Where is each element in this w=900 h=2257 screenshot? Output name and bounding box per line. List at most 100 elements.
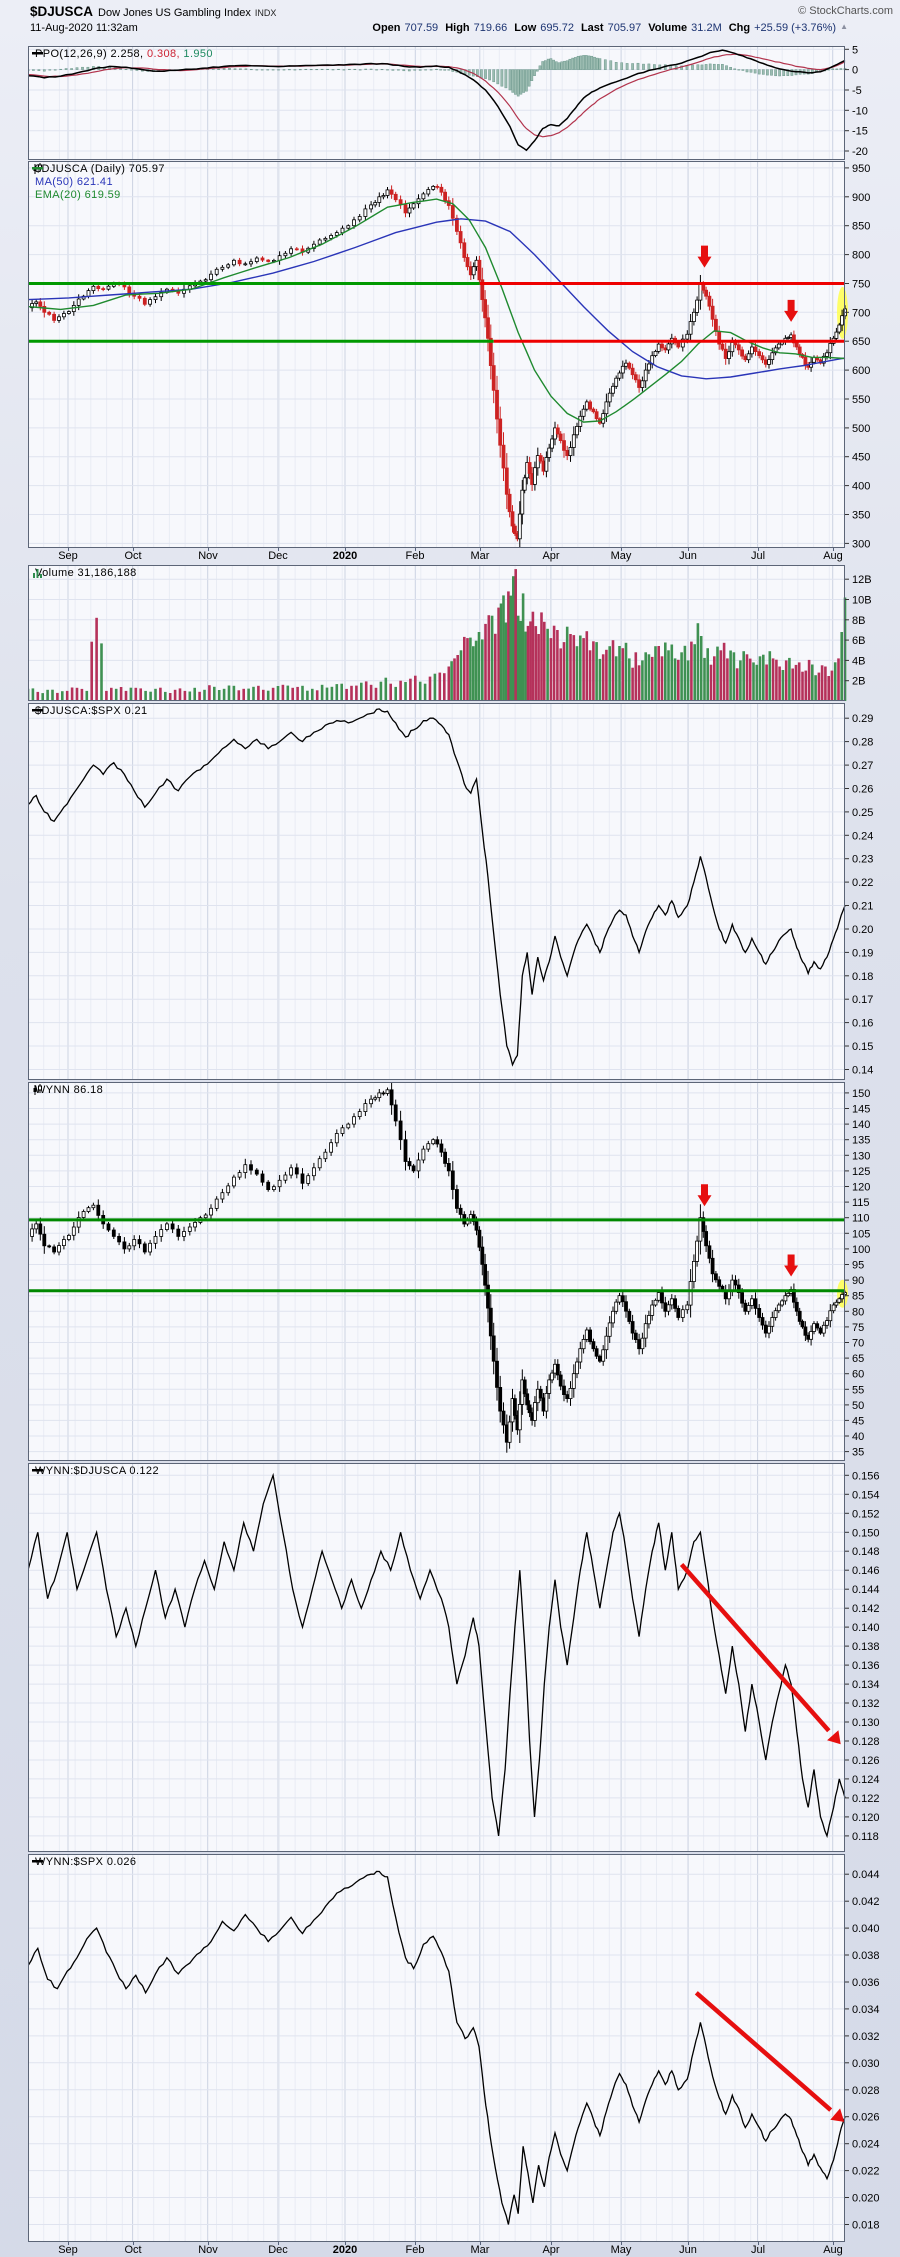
panel-rs1: 0.29 0.28 0.27 0.26 0.25 0.24 0.23 0.22 0.21 0.20… [28,703,894,1080]
quote-value: +25.59 (+3.76%) [754,22,837,34]
ema20-line [28,198,846,423]
y-axis-label: 0.022 [852,2166,880,2178]
legend-row: $DJUSCA:$SPX 0.21 [32,705,148,718]
y-axis-label: 130 [852,1150,870,1162]
y-axis-label: 400 [852,481,870,493]
y-axis-label: 0.042 [852,1896,880,1908]
chart-rs3: 0.044 0.042 0.040 0.038 0.036 0.034 0.032 0.030… [28,1854,880,2242]
month-tick [833,2242,834,2245]
legend-main: $DJUSCA (Daily) 705.97 MA(50) 621.41 EMA(2… [32,163,165,202]
y-axis-label: 140 [852,1119,870,1131]
line-dash-icon [32,1469,43,1472]
watermark: © StockCharts.com [798,5,893,17]
y-axis-label: 0.19 [852,947,873,959]
month-label: Apr [542,2244,560,2256]
line-dash-icon [32,1860,43,1863]
month-tick [480,548,481,551]
legend-text: Volume 31,186,188 [35,567,137,579]
month-label: Nov [198,550,218,562]
chart-main: 950 900 850 800 750 700 650 600 550 500 450 400 350 3… [28,161,870,548]
red-down-arrow [784,1254,799,1277]
y-axis-label: 65 [852,1353,864,1365]
line-dash-icon [32,52,43,55]
y-axis-label: 0.024 [852,2139,880,2151]
y-axis-label: 0.134 [852,1679,880,1691]
y-axis-label: 50 [852,1400,864,1412]
y-axis-label: -10 [852,105,868,117]
y-axis-label: 0.24 [852,830,873,842]
month-label: Jul [750,2244,766,2256]
date-axis-top: Sep Oct Nov Dec 2020 Feb Mar Apr May Jun Jul Aug [28,548,866,564]
y-axis-label: 5 [852,46,858,56]
month-tick [133,2242,134,2245]
month-label: Dec [268,2244,288,2256]
y-axis-label: 0.16 [852,1018,873,1030]
y-axis-label: 150 [852,1088,870,1100]
y-axis-label: 0.154 [852,1489,880,1501]
month-label: Feb [405,2244,425,2256]
y-axis-label: 500 [852,423,870,435]
month-label: 2020 [332,550,358,562]
legend-rs3: WYNN:$SPX 0.026 [32,1856,136,1869]
legend-wynn: WYNN 86.18 [32,1084,103,1097]
y-axis-label: 55 [852,1384,864,1396]
y-axis-label: 12B [852,574,872,586]
y-axis-label: 750 [852,279,870,291]
y-axis-label: 0.14 [852,1065,873,1077]
y-axis-label: 2B [852,676,865,688]
y-axis-label: 800 [852,250,870,262]
red-down-arrow [697,245,712,268]
panel-vol: 12B 10B 8B 6B 4B 2B Volume 31,186,188 [28,565,894,701]
red-trend-arrow-shaft [694,1991,833,2112]
y-axis-label: 75 [852,1322,864,1334]
quote-strip: Open 707.59 High 719.66 Low 695.72 Last 705.97 V… [372,22,848,34]
y-axis-label: 145 [852,1104,870,1116]
month-tick [758,2242,759,2245]
y-axis-label: 0.156 [852,1470,880,1482]
y-axis-label: 60 [852,1369,864,1381]
y-axis-label: 8B [852,615,865,627]
y-axis-label: 0.18 [852,971,873,983]
month-tick [415,2242,416,2245]
legend-text: 0.308, [146,48,184,60]
month-label: Jul [750,550,766,562]
line-dash-icon [32,709,43,712]
legend-text: $DJUSCA:$SPX 0.21 [35,705,148,717]
month-label: Mar [470,2244,490,2256]
y-axis-label: 0.018 [852,2220,880,2232]
y-axis-label: 0.032 [852,2031,880,2043]
month-tick [278,2242,279,2245]
quote-value: 707.59 [404,22,439,34]
y-axis-label: 120 [852,1182,870,1194]
rs2-ratio-line [28,1472,846,1839]
month-tick [133,548,134,551]
y-axis-label: 0.040 [852,1923,880,1935]
red-down-arrow [784,299,799,322]
y-axis-label: 850 [852,221,870,233]
quote-label: Open [372,22,401,34]
quote-value: 695.72 [540,22,574,34]
y-axis-label: 0.144 [852,1584,880,1596]
y-axis-label: 0.034 [852,2004,880,2016]
y-axis-label: 0.22 [852,877,873,889]
chart-wynn: 150 145 140 135 130 125 120 115 110 105 100 95 90 85 8… [28,1082,870,1461]
y-axis-label: 950 [852,163,870,175]
candlestick-icon [33,1084,42,1095]
legend-text: EMA(20) 619.59 [35,189,121,201]
month-tick [68,548,69,551]
month-tick [621,548,622,551]
y-axis-label: 700 [852,307,870,319]
y-axis-label: 110 [852,1213,870,1225]
y-axis-label: 0.21 [852,901,873,913]
rs3-ratio-line [28,1870,846,2225]
chart-rs1: 0.29 0.28 0.27 0.26 0.25 0.24 0.23 0.22 0.21 0.20… [28,703,873,1080]
y-axis-label: 0.140 [852,1622,880,1634]
month-tick [68,2242,69,2245]
y-axis-label: 0.038 [852,1950,880,1962]
y-axis-label: 6B [852,635,865,647]
quote-label: Low [514,22,537,34]
month-tick [345,2242,346,2245]
quote-label: High [445,22,470,34]
y-axis-label: 35 [852,1447,864,1459]
